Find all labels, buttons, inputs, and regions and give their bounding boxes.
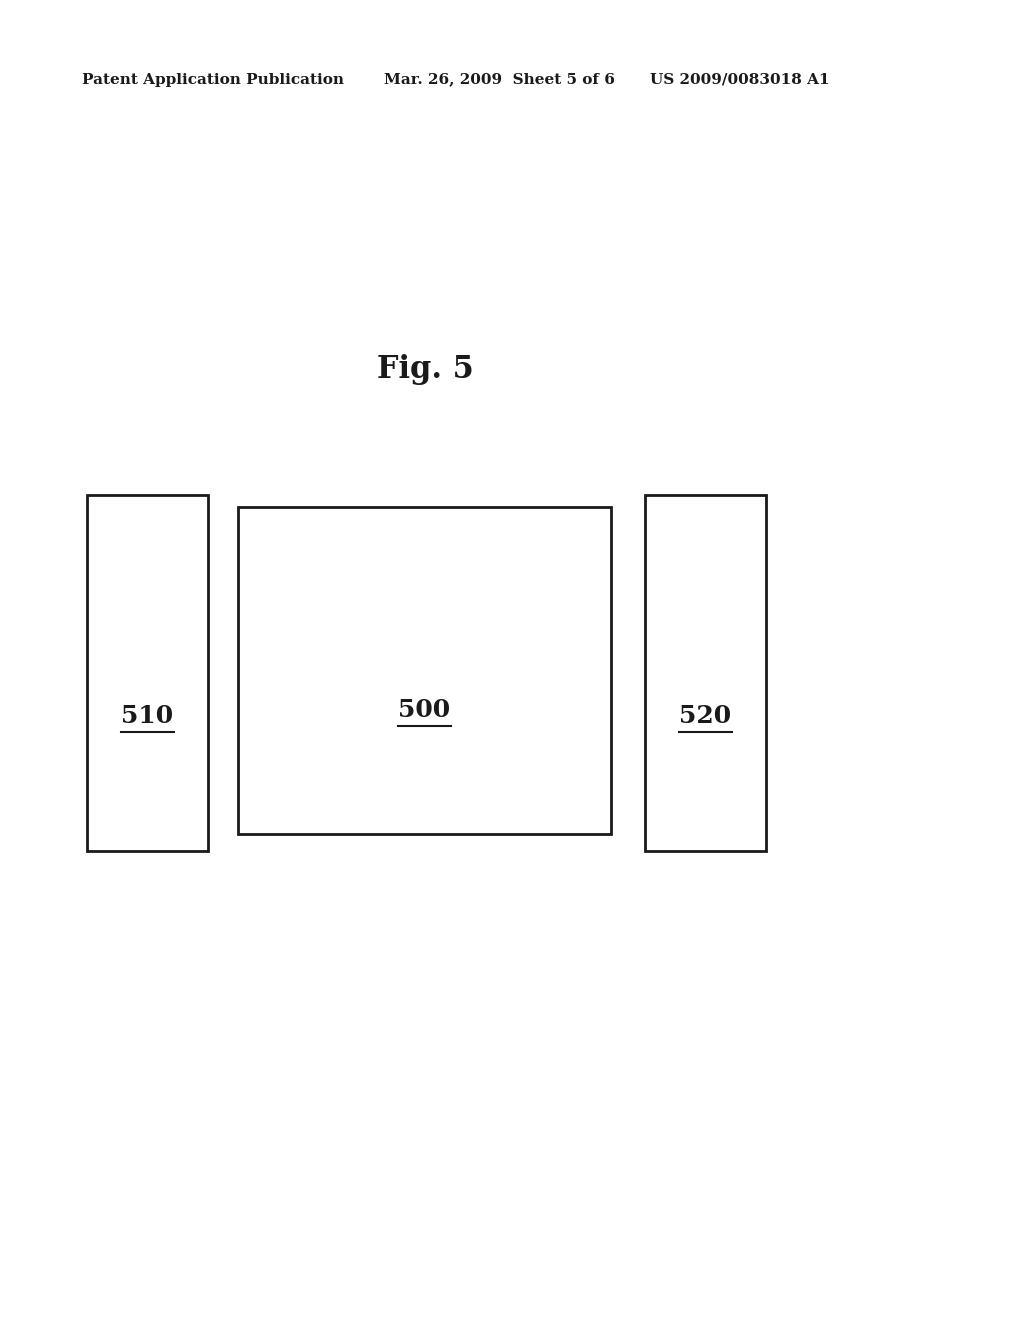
Text: Mar. 26, 2009  Sheet 5 of 6: Mar. 26, 2009 Sheet 5 of 6 [384, 73, 614, 87]
Bar [238, 507, 611, 834]
Text: 520: 520 [680, 704, 731, 727]
Text: 500: 500 [398, 698, 451, 722]
Bar [645, 495, 766, 851]
Text: 510: 510 [122, 704, 173, 727]
Text: Patent Application Publication: Patent Application Publication [82, 73, 344, 87]
Bar [87, 495, 208, 851]
Text: US 2009/0083018 A1: US 2009/0083018 A1 [650, 73, 829, 87]
Text: Fig. 5: Fig. 5 [377, 354, 473, 385]
